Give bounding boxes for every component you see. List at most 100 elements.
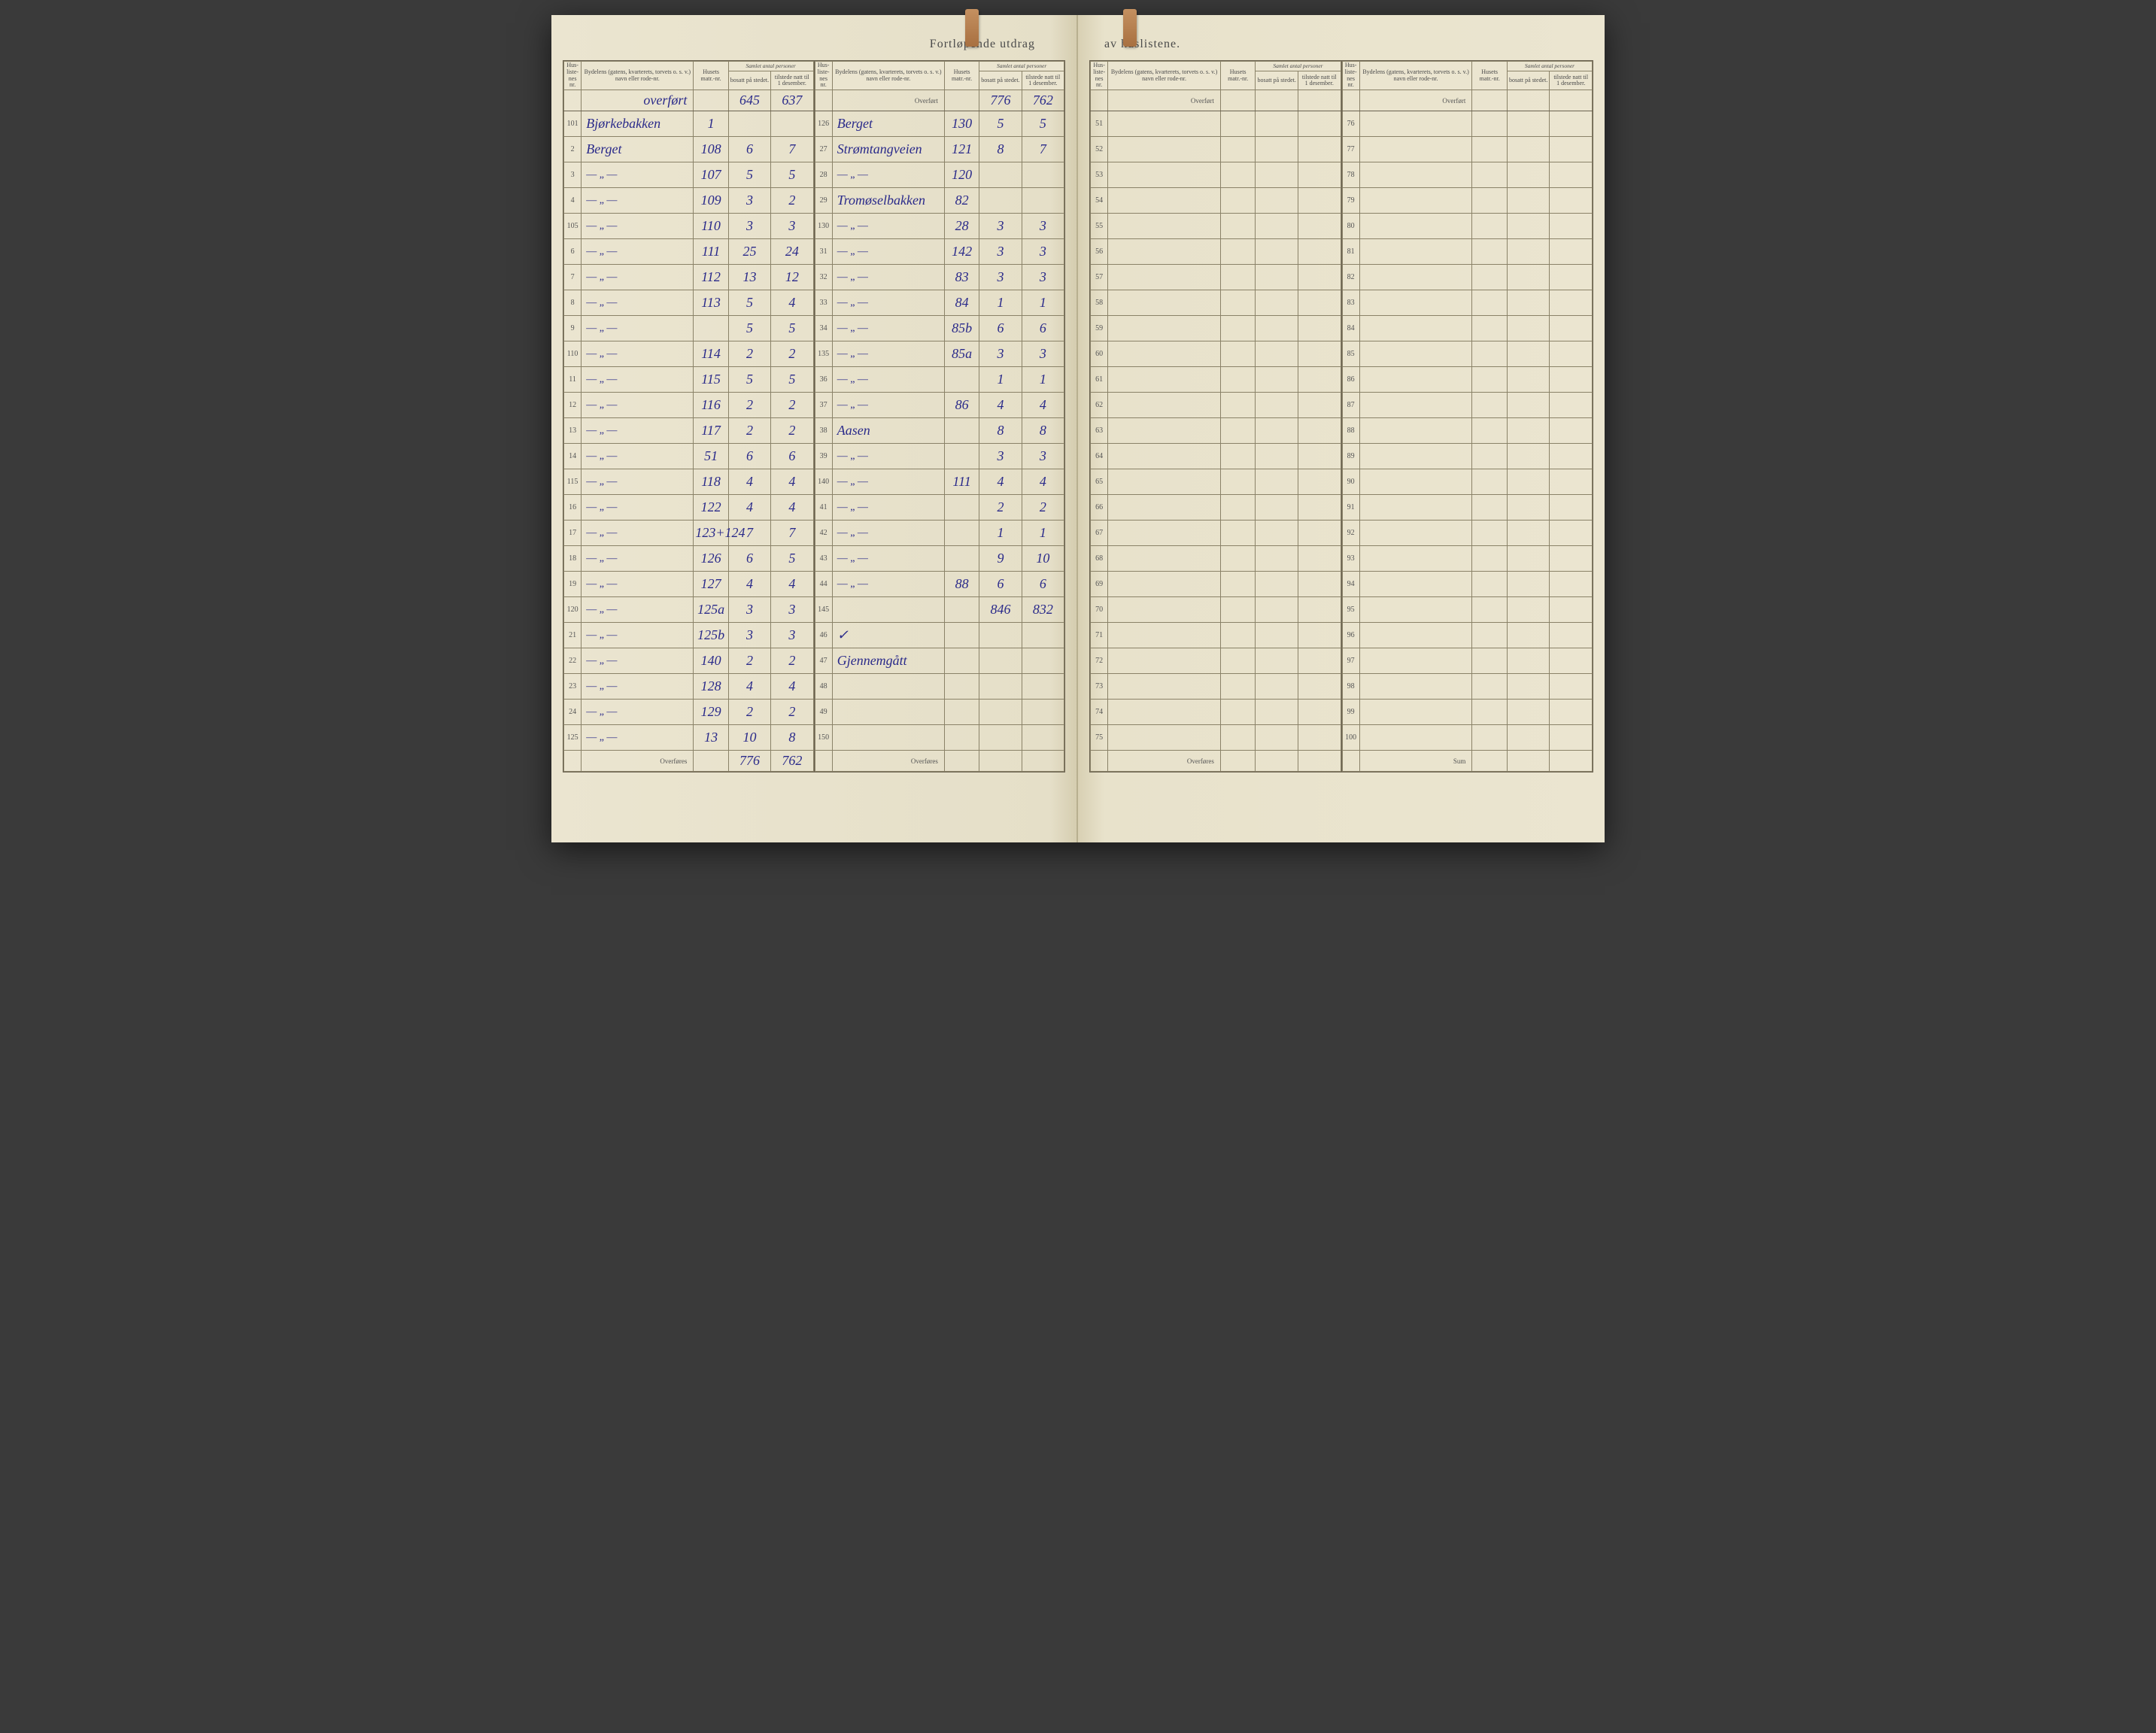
table-row: 78 xyxy=(1342,162,1593,188)
cell-nr: 2 xyxy=(564,137,582,162)
cell-nr: 125 xyxy=(564,725,582,751)
cell-bydel: — „ — xyxy=(582,188,694,214)
cell-tilstede: 7 xyxy=(1022,137,1064,162)
cell-bydel xyxy=(1359,700,1472,725)
cell-matr xyxy=(1220,393,1256,418)
left-page: Fortløpende utdrag Hus-liste-nes nr. Byd… xyxy=(551,15,1078,842)
cell-tilstede xyxy=(1022,162,1064,188)
cell-bydel xyxy=(1359,495,1472,521)
cell-nr: 99 xyxy=(1342,700,1359,725)
cell-footer-label: Overføres xyxy=(1108,751,1221,772)
cell-bydel: — „ — xyxy=(582,214,694,239)
cell-bydel: — „ — xyxy=(582,725,694,751)
cell-bydel xyxy=(1108,239,1221,265)
cell-tilstede xyxy=(1298,725,1341,751)
table-row: 11— „ —11555 xyxy=(564,367,814,393)
cell-nr: 115 xyxy=(564,469,582,495)
cell-matr xyxy=(1220,700,1256,725)
cell-tilstede: 24 xyxy=(771,239,813,265)
header-bydel: Bydelens (gatens, kvarterets, torvets o.… xyxy=(1359,62,1472,90)
table-row: 52 xyxy=(1091,137,1341,162)
cell-nr: 46 xyxy=(815,623,832,648)
cell-bydel xyxy=(1108,188,1221,214)
cell-bydel xyxy=(1359,290,1472,316)
table-row: 98 xyxy=(1342,674,1593,700)
cell-matr xyxy=(1472,316,1508,341)
cell-bosatt xyxy=(1507,162,1550,188)
table-head: Hus-liste-nes nr. Bydelens (gatens, kvar… xyxy=(1091,62,1341,90)
table-row: 84 xyxy=(1342,316,1593,341)
cell-footer-label: Sum xyxy=(1359,751,1472,772)
cell-nr: 9 xyxy=(564,316,582,341)
cell-tilstede xyxy=(1550,367,1593,393)
cell-matr xyxy=(944,751,979,772)
cell-tilstede: 6 xyxy=(1022,572,1064,597)
cell-bydel: — „ — xyxy=(832,290,944,316)
cell-tilstede xyxy=(1298,137,1341,162)
cell-nr: 37 xyxy=(815,393,832,418)
cell-bosatt: 3 xyxy=(979,444,1022,469)
cell-nr: 16 xyxy=(564,495,582,521)
cell-tilstede xyxy=(1298,700,1341,725)
cell-matr xyxy=(1220,137,1256,162)
cell-nr: 51 xyxy=(1091,111,1108,137)
cell-bosatt xyxy=(1256,495,1298,521)
table-row: 47Gjennemgått xyxy=(815,648,1064,674)
cell-nr: 87 xyxy=(1342,393,1359,418)
cell-bydel xyxy=(1108,725,1221,751)
cell-matr xyxy=(944,90,979,111)
cell-matr: 84 xyxy=(944,290,979,316)
cell-matr: 1 xyxy=(694,111,728,137)
cell-nr: 135 xyxy=(815,341,832,367)
table-row: 130— „ —2833 xyxy=(815,214,1064,239)
table-row: 38Aasen88 xyxy=(815,418,1064,444)
cell-nr: 110 xyxy=(564,341,582,367)
cell-bosatt: 3 xyxy=(979,265,1022,290)
table-row: 61 xyxy=(1091,367,1341,393)
cell-bydel xyxy=(1108,393,1221,418)
table-head: Hus-liste-nes nr. Bydelens (gatens, kvar… xyxy=(815,62,1064,90)
cell-matr: 140 xyxy=(694,648,728,674)
cell-tilstede xyxy=(1022,700,1064,725)
cell-matr xyxy=(944,444,979,469)
cell-nr: 89 xyxy=(1342,444,1359,469)
cell-tilstede: 2 xyxy=(771,341,813,367)
cell-tilstede: 6 xyxy=(1022,316,1064,341)
cell-bosatt xyxy=(979,725,1022,751)
ledger-table-3: Hus-liste-nes nr. Bydelens (gatens, kvar… xyxy=(1090,61,1341,772)
cell-bydel: — „ — xyxy=(582,162,694,188)
cell-bosatt xyxy=(1256,469,1298,495)
carryover-row: Overført776762 xyxy=(815,90,1064,111)
table-row: 68 xyxy=(1091,546,1341,572)
cell-bosatt xyxy=(979,623,1022,648)
cell-bydel xyxy=(1108,418,1221,444)
cell-matr xyxy=(1220,597,1256,623)
cell-bydel: — „ — xyxy=(582,239,694,265)
cell-bydel: — „ — xyxy=(582,290,694,316)
page-title-right: av huslistene. xyxy=(1089,38,1593,54)
table-row: 72 xyxy=(1091,648,1341,674)
cell-bosatt xyxy=(1507,188,1550,214)
table-row: 57 xyxy=(1091,265,1341,290)
table-row: 77 xyxy=(1342,137,1593,162)
cell-bydel xyxy=(1359,572,1472,597)
cell-nr: 43 xyxy=(815,546,832,572)
cell-matr xyxy=(1472,521,1508,546)
cell-tilstede: 2 xyxy=(771,393,813,418)
cell-matr xyxy=(1472,90,1508,111)
cell-bydel: — „ — xyxy=(832,162,944,188)
cell-footer-label: Overføres xyxy=(582,751,694,772)
cell-bosatt xyxy=(1507,111,1550,137)
cell-matr: 114 xyxy=(694,341,728,367)
cell-tilstede: 1 xyxy=(1022,367,1064,393)
cell-matr xyxy=(1472,623,1508,648)
cell-bosatt: 3 xyxy=(979,239,1022,265)
cell-tilstede xyxy=(1022,674,1064,700)
cell-matr: 123+124 xyxy=(694,521,728,546)
cell-nr: 101 xyxy=(564,111,582,137)
cell-bydel xyxy=(1108,623,1221,648)
cell-bydel: Gjennemgått xyxy=(832,648,944,674)
table-row: 110— „ —11422 xyxy=(564,341,814,367)
cell-matr xyxy=(1220,111,1256,137)
cell-bosatt: 13 xyxy=(728,265,770,290)
